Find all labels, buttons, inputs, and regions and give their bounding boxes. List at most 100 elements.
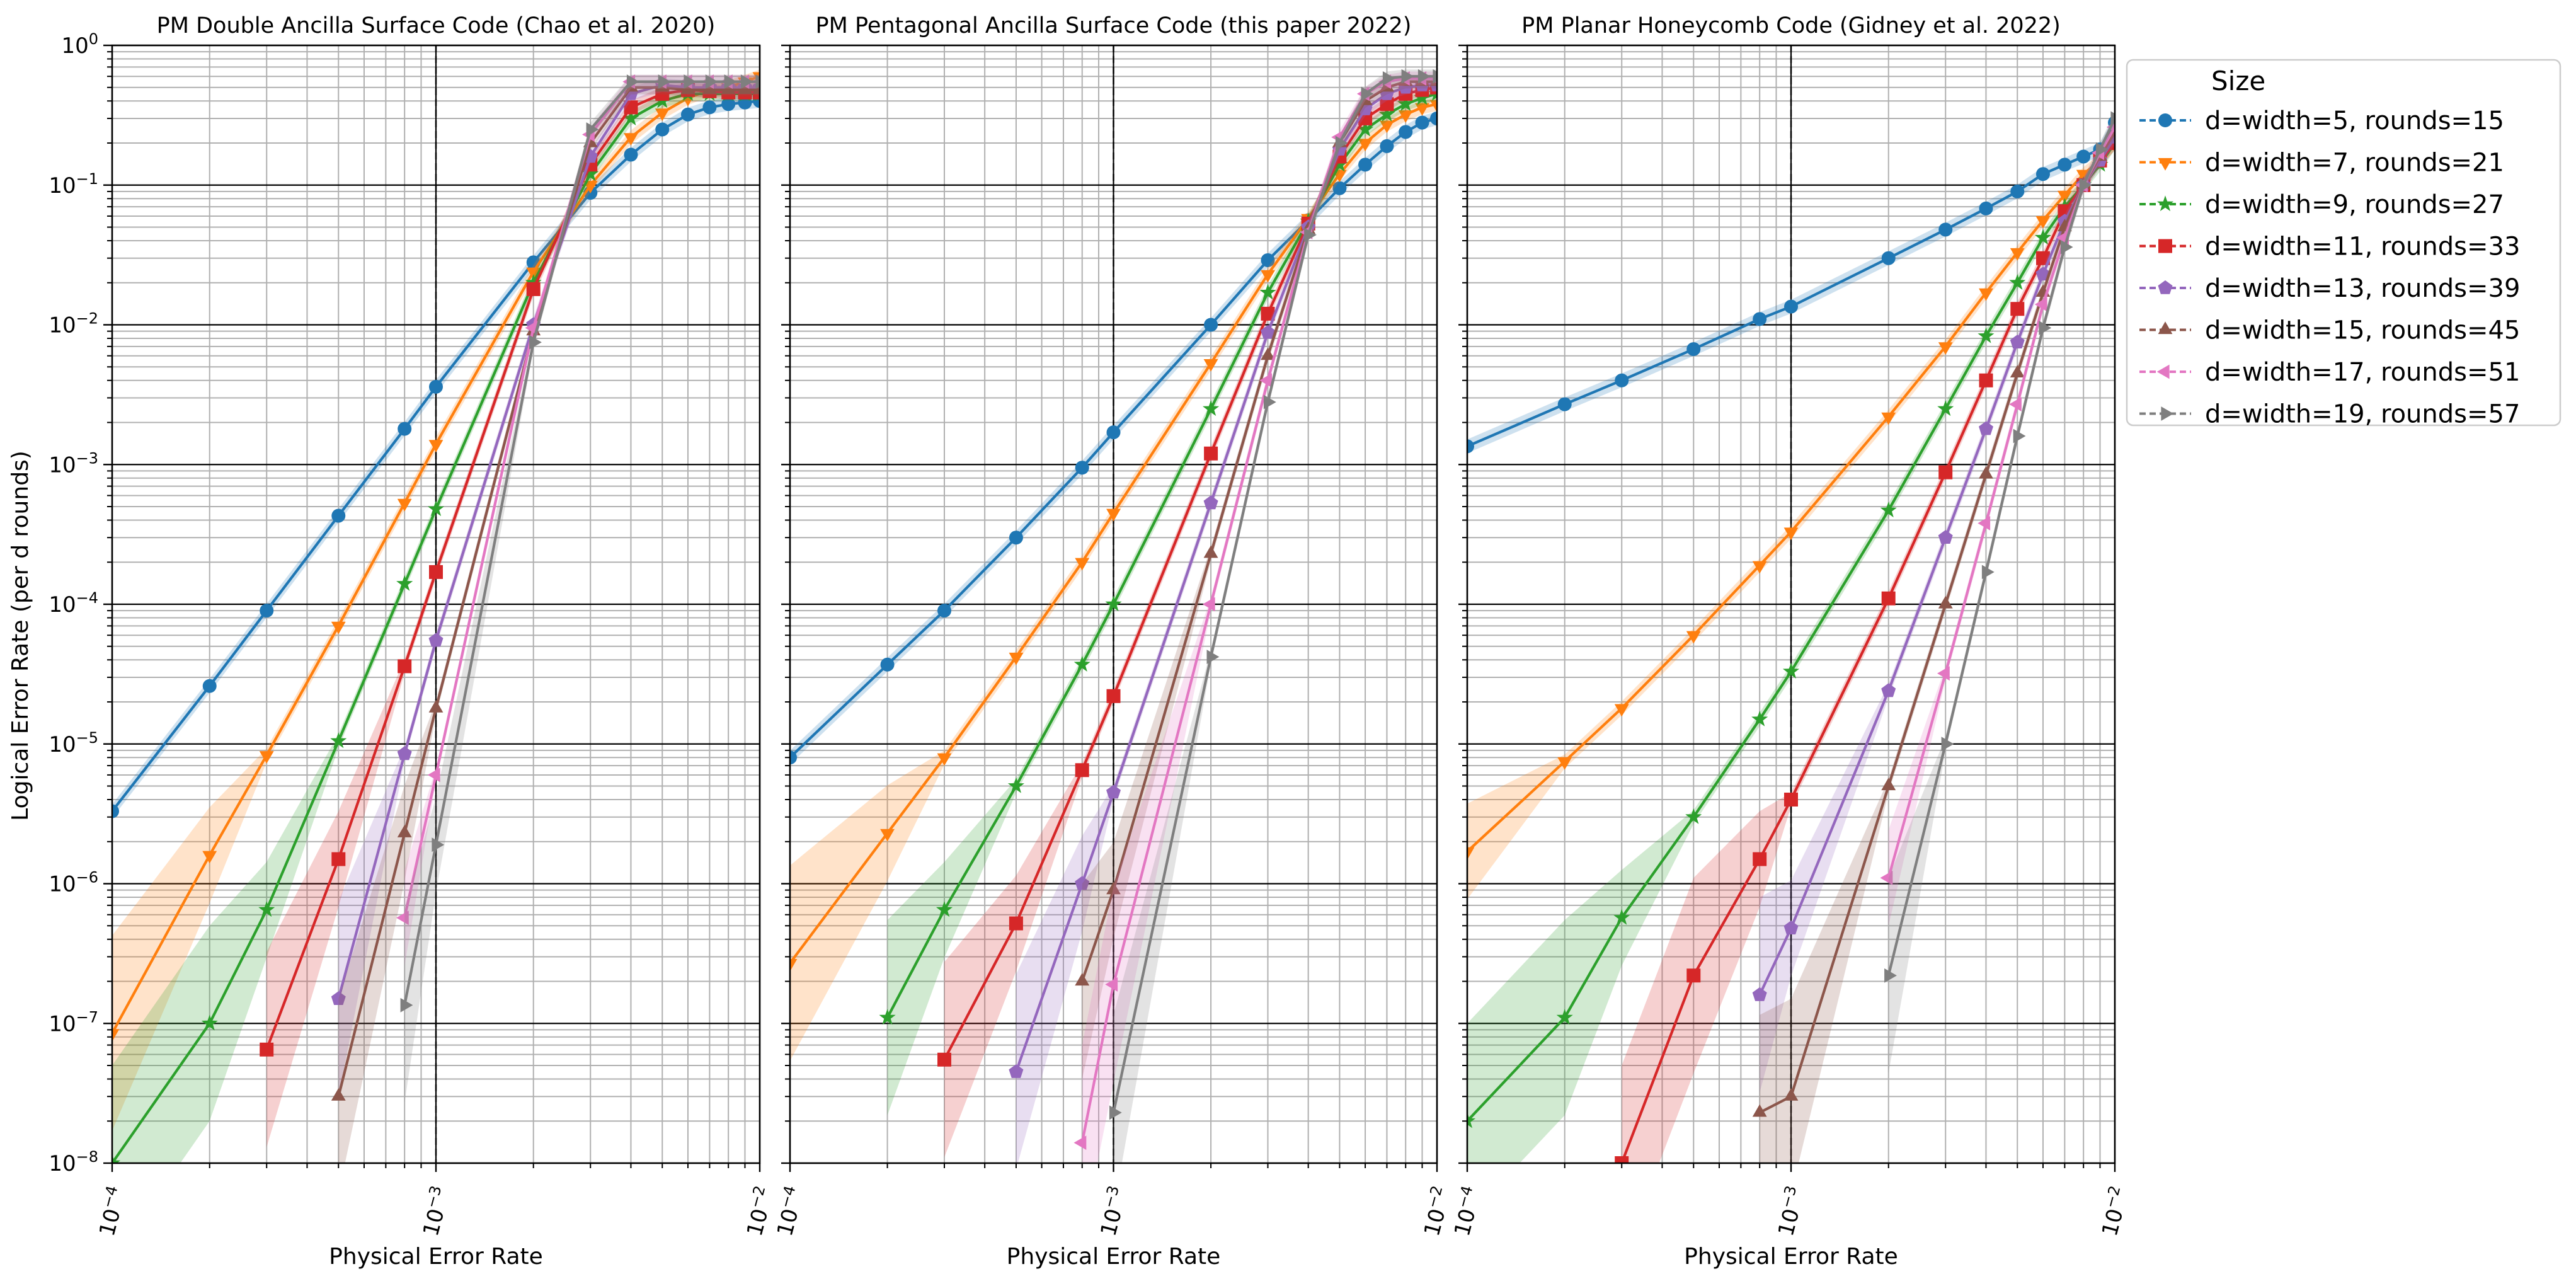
- data-point: [1784, 299, 1798, 314]
- y-tick-label: 10−3: [49, 449, 98, 478]
- data-point: [1752, 561, 1767, 574]
- data-point: [1938, 530, 1953, 544]
- data-point: [624, 100, 638, 115]
- data-point: [2010, 365, 2025, 377]
- series-8: [1884, 111, 2115, 1074]
- data-point: [705, 74, 718, 89]
- data-point: [1783, 921, 1799, 934]
- data-point: [1556, 1009, 1573, 1025]
- data-point: [112, 1154, 121, 1163]
- x-tick-label: 10−4: [91, 1184, 132, 1239]
- data-point: [1382, 71, 1395, 86]
- data-point: [429, 379, 443, 394]
- data-point: [622, 110, 639, 126]
- data-point: [1204, 446, 1218, 461]
- chart-title: PM Pentagonal Ancilla Surface Code (this…: [816, 13, 1412, 38]
- data-point: [1105, 595, 1122, 612]
- data-point: [1106, 784, 1121, 799]
- data-point: [1397, 95, 1414, 112]
- data-point: [936, 901, 953, 917]
- legend-marker: [2158, 321, 2173, 335]
- data-point: [1685, 808, 1702, 824]
- data-point: [1073, 1135, 1087, 1150]
- data-point: [1752, 987, 1767, 1001]
- data-point: [2010, 248, 2025, 261]
- data-point: [1937, 400, 1954, 416]
- data-point: [1941, 737, 1954, 752]
- data-point: [1614, 704, 1629, 717]
- y-tick-label: 10−6: [49, 869, 98, 897]
- data-point: [2034, 229, 2051, 245]
- data-point: [724, 74, 737, 89]
- data-point: [2010, 184, 2025, 198]
- data-point: [112, 1029, 120, 1042]
- data-point: [880, 829, 895, 842]
- data-point: [1881, 591, 1896, 606]
- data-point: [1753, 312, 1767, 326]
- data-point: [1261, 270, 1275, 283]
- series-1: [790, 111, 1437, 765]
- data-point: [432, 837, 445, 853]
- y-tick-label: 10−1: [49, 170, 98, 198]
- data-point: [2035, 216, 2051, 229]
- data-point: [258, 901, 275, 917]
- data-point: [1881, 412, 1896, 425]
- data-point: [1073, 656, 1091, 672]
- data-point: [1415, 115, 1429, 130]
- data-point: [1751, 711, 1768, 726]
- data-point: [680, 81, 696, 95]
- data-point: [1938, 222, 1953, 237]
- data-point: [1075, 763, 1089, 778]
- data-point: [397, 498, 412, 512]
- data-point: [624, 133, 638, 146]
- data-point: [1686, 342, 1701, 357]
- legend-item: d=width=17, rounds=51: [2139, 358, 2520, 387]
- legend-item: d=width=19, rounds=57: [2139, 400, 2520, 429]
- data-point: [2034, 297, 2047, 312]
- legend-item: d=width=13, rounds=39: [2139, 274, 2520, 303]
- data-point: [427, 500, 445, 517]
- data-point: [582, 165, 599, 181]
- data-point: [1979, 288, 1993, 301]
- data-point: [1467, 847, 1475, 860]
- legend-label: d=width=11, rounds=33: [2205, 233, 2520, 261]
- series-8: [400, 74, 760, 1103]
- data-point: [1261, 253, 1275, 267]
- data-point: [1880, 870, 1893, 885]
- data-point: [1686, 968, 1701, 983]
- data-point: [1261, 324, 1275, 339]
- data-point: [2039, 321, 2052, 335]
- data-point: [529, 335, 542, 350]
- data-point: [2035, 167, 2050, 181]
- legend-label: d=width=7, rounds=21: [2205, 149, 2504, 178]
- data-point: [655, 108, 670, 121]
- data-point: [1881, 251, 1896, 265]
- data-point: [2057, 190, 2072, 204]
- data-point: [624, 147, 638, 162]
- data-point: [1978, 327, 1995, 343]
- data-point: [526, 267, 541, 280]
- data-point: [1557, 757, 1572, 770]
- data-point: [1075, 876, 1090, 890]
- data-point: [1414, 89, 1431, 105]
- data-point: [1399, 125, 1413, 139]
- data-point: [721, 97, 736, 112]
- data-point: [1203, 495, 1218, 510]
- legend-item: d=width=7, rounds=21: [2139, 149, 2504, 178]
- data-point: [1401, 69, 1414, 84]
- legend-item: d=width=15, rounds=45: [2139, 316, 2520, 345]
- data-point: [1881, 778, 1896, 791]
- data-point: [1106, 689, 1121, 703]
- data-point: [331, 621, 346, 634]
- data-point: [397, 746, 412, 761]
- data-point: [1304, 227, 1317, 243]
- data-point: [586, 122, 599, 137]
- data-point: [331, 991, 346, 1005]
- data-point: [427, 767, 440, 783]
- legend-marker: [2156, 364, 2170, 379]
- data-point: [583, 181, 598, 193]
- data-point: [1978, 516, 1991, 531]
- data-point: [755, 74, 760, 89]
- data-point: [1378, 106, 1395, 122]
- data-point: [525, 274, 542, 290]
